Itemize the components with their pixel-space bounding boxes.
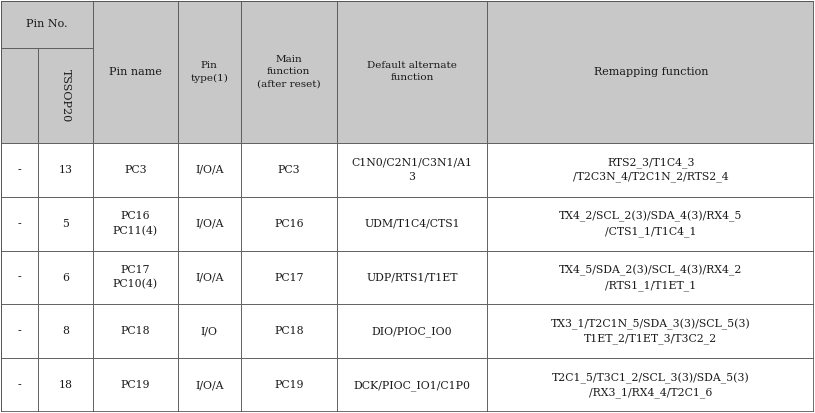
Bar: [178, 197, 240, 251]
Bar: [337, 251, 487, 304]
Bar: [337, 304, 487, 358]
Bar: [487, 143, 814, 197]
Bar: [93, 304, 178, 358]
Text: UDM/T1C4/CTS1: UDM/T1C4/CTS1: [364, 218, 460, 228]
Bar: [38, 48, 93, 143]
Text: TX4_5/SDA_2(3)/SCL_4(3)/RX4_2
/RTS1_1/T1ET_1: TX4_5/SDA_2(3)/SCL_4(3)/RX4_2 /RTS1_1/T1…: [559, 264, 742, 290]
Text: DCK/PIOC_IO1/C1P0: DCK/PIOC_IO1/C1P0: [354, 380, 470, 391]
Bar: [38, 143, 93, 197]
Bar: [337, 1, 487, 143]
Bar: [38, 197, 93, 251]
Bar: [93, 197, 178, 251]
Text: -: -: [18, 273, 21, 282]
Text: PC17: PC17: [274, 273, 303, 282]
Text: TX4_2/SCL_2(3)/SDA_4(3)/RX4_5
/CTS1_1/T1C4_1: TX4_2/SCL_2(3)/SDA_4(3)/RX4_5 /CTS1_1/T1…: [559, 211, 742, 237]
Text: I/O/A: I/O/A: [195, 273, 223, 282]
Bar: [93, 251, 178, 304]
Text: PC17
PC10(4): PC17 PC10(4): [112, 265, 158, 290]
Text: 6: 6: [62, 273, 69, 282]
Text: -: -: [18, 165, 21, 175]
Text: 5: 5: [62, 218, 68, 228]
Bar: [93, 143, 178, 197]
Text: C1N0/C2N1/C3N1/A1
3: C1N0/C2N1/C3N1/A1 3: [351, 158, 473, 182]
Text: PC18: PC18: [121, 326, 150, 337]
Text: RTS2_3/T1C4_3
/T2C3N_4/T2C1N_2/RTS2_4: RTS2_3/T1C4_3 /T2C3N_4/T2C1N_2/RTS2_4: [573, 157, 729, 183]
Text: T2C1_5/T3C1_2/SCL_3(3)/SDA_5(3)
/RX3_1/RX4_4/T2C1_6: T2C1_5/T3C1_2/SCL_3(3)/SDA_5(3) /RX3_1/R…: [552, 373, 750, 399]
Text: TX3_1/T2C1N_5/SDA_3(3)/SCL_5(3)
T1ET_2/T1ET_3/T3C2_2: TX3_1/T2C1N_5/SDA_3(3)/SCL_5(3) T1ET_2/T…: [551, 318, 751, 344]
Text: Pin
type(1): Pin type(1): [191, 61, 228, 83]
Bar: [93, 1, 178, 143]
Bar: [1, 1, 93, 48]
Bar: [337, 197, 487, 251]
Text: DIO/PIOC_IO0: DIO/PIOC_IO0: [372, 326, 452, 337]
Bar: [1, 143, 38, 197]
Bar: [240, 197, 337, 251]
Text: Pin name: Pin name: [109, 66, 162, 77]
Bar: [487, 304, 814, 358]
Text: I/O: I/O: [200, 326, 218, 337]
Text: UDP/RTS1/T1ET: UDP/RTS1/T1ET: [366, 273, 458, 282]
Bar: [240, 1, 337, 143]
Text: PC16
PC11(4): PC16 PC11(4): [112, 211, 158, 236]
Text: PC18: PC18: [274, 326, 303, 337]
Bar: [1, 251, 38, 304]
Bar: [240, 143, 337, 197]
Bar: [178, 358, 240, 412]
Bar: [337, 143, 487, 197]
Bar: [38, 304, 93, 358]
Text: I/O/A: I/O/A: [195, 218, 223, 228]
Text: Remapping function: Remapping function: [593, 66, 708, 77]
Bar: [93, 358, 178, 412]
Text: TSSOP20: TSSOP20: [60, 69, 70, 122]
Bar: [487, 358, 814, 412]
Text: I/O/A: I/O/A: [195, 380, 223, 390]
Bar: [38, 358, 93, 412]
Bar: [487, 197, 814, 251]
Bar: [178, 304, 240, 358]
Bar: [1, 48, 38, 143]
Bar: [178, 143, 240, 197]
Bar: [38, 251, 93, 304]
Text: Default alternate
function: Default alternate function: [367, 61, 457, 83]
Text: PC16: PC16: [274, 218, 303, 228]
Bar: [1, 304, 38, 358]
Text: PC19: PC19: [274, 380, 303, 390]
Bar: [178, 251, 240, 304]
Bar: [240, 251, 337, 304]
Text: PC3: PC3: [277, 165, 300, 175]
Bar: [337, 358, 487, 412]
Text: Main
function
(after reset): Main function (after reset): [257, 55, 320, 89]
Text: 18: 18: [59, 380, 73, 390]
Text: -: -: [18, 218, 21, 228]
Bar: [1, 358, 38, 412]
Text: PC3: PC3: [124, 165, 147, 175]
Bar: [178, 1, 240, 143]
Text: -: -: [18, 380, 21, 390]
Text: -: -: [18, 326, 21, 337]
Text: PC19: PC19: [121, 380, 150, 390]
Bar: [487, 251, 814, 304]
Bar: [487, 1, 814, 143]
Bar: [240, 304, 337, 358]
Text: 8: 8: [62, 326, 69, 337]
Bar: [240, 358, 337, 412]
Text: 13: 13: [59, 165, 73, 175]
Bar: [1, 197, 38, 251]
Text: I/O/A: I/O/A: [195, 165, 223, 175]
Text: Pin No.: Pin No.: [26, 19, 68, 29]
